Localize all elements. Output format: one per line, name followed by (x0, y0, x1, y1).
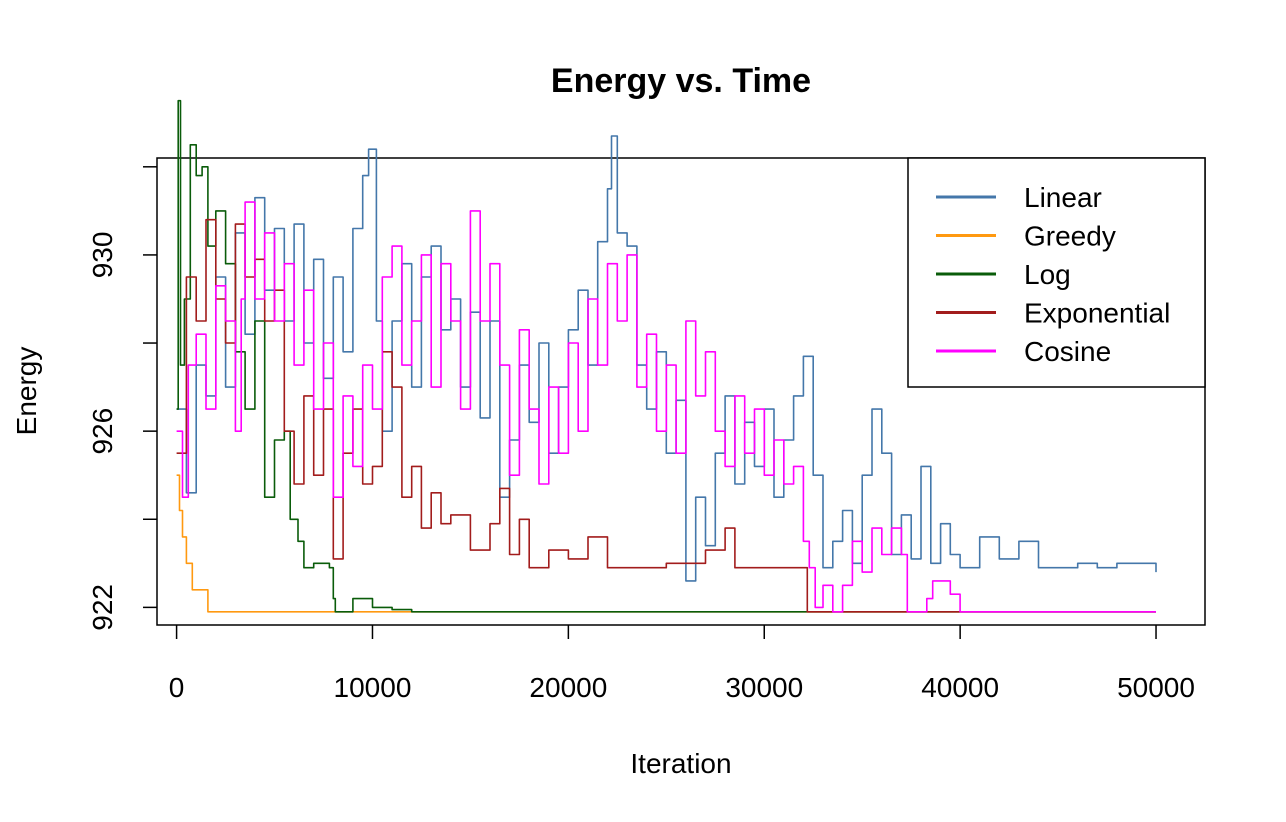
legend-label-greedy: Greedy (1024, 221, 1116, 252)
legend: Linear Greedy Log Exponential Cosine (907, 157, 1206, 388)
x-tick-label: 40000 (921, 672, 999, 703)
x-tick-label: 30000 (725, 672, 803, 703)
plot-frame (156, 157, 1206, 626)
x-axis-label: Iteration (630, 748, 731, 779)
legend-label-exponential: Exponential (1024, 298, 1170, 329)
series-greedy-line (176, 474, 1156, 613)
x-axis: 0 10000 20000 30000 40000 50000 (169, 625, 1195, 703)
series-layer (176, 99, 1157, 613)
y-axis: 922 926 930 (87, 166, 157, 631)
series-log-line (176, 99, 1156, 613)
x-tick-label: 20000 (529, 672, 607, 703)
legend-label-cosine: Cosine (1024, 336, 1111, 367)
series-cosine-line (176, 201, 1156, 613)
x-tick-label: 0 (169, 672, 185, 703)
y-tick-label: 930 (87, 232, 118, 279)
legend-label-log: Log (1024, 259, 1071, 290)
y-axis-label: Energy (11, 347, 42, 436)
x-tick-label: 50000 (1117, 672, 1195, 703)
legend-label-linear: Linear (1024, 182, 1102, 213)
y-tick-label: 926 (87, 408, 118, 455)
series-exponential-line (176, 218, 1156, 613)
x-tick-label: 10000 (334, 672, 412, 703)
chart-title: Energy vs. Time (551, 62, 811, 100)
legend-items: Linear Greedy Log Exponential Cosine (936, 182, 1170, 367)
y-tick-label: 922 (87, 584, 118, 631)
